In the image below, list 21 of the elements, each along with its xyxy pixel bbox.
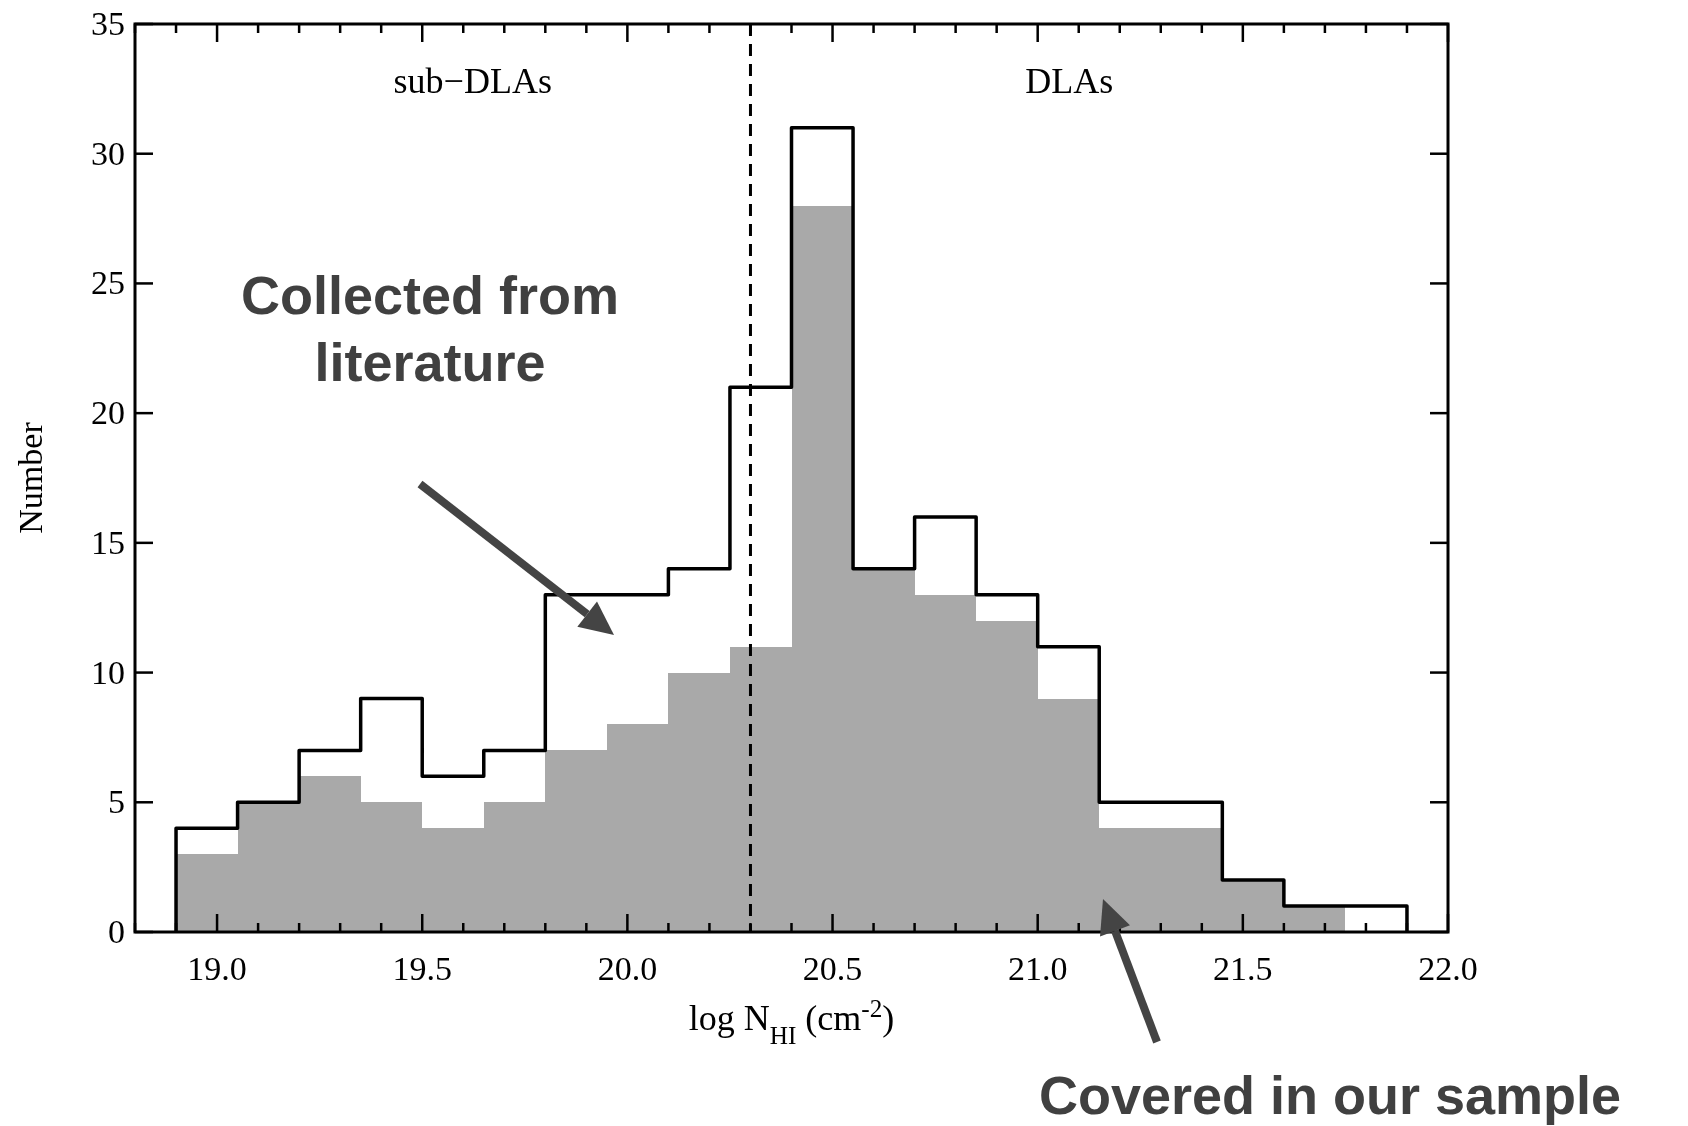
x-tick-label: 19.0	[187, 950, 247, 987]
y-tick-label: 25	[91, 264, 125, 302]
x-tick-label: 22.0	[1418, 950, 1478, 987]
y-tick-label: 0	[108, 913, 125, 950]
text: Covered in our sample	[1038, 1065, 1622, 1125]
x-tick-label: 20.5	[802, 950, 863, 987]
x-tick-label: 21.0	[1007, 950, 1068, 987]
y-tick-label: 30	[91, 134, 125, 172]
y-tick-label: 20	[91, 394, 125, 432]
x-tick-label: 20.0	[597, 950, 658, 987]
y-tick-label: 10	[91, 653, 125, 691]
y-tick-label: 35	[91, 5, 125, 42]
annotation: Collected from literature	[240, 265, 620, 392]
x-axis-title: log N$_{HI}$ (cm$^{-2}$)	[688, 994, 895, 1049]
x-tick-label: 19.5	[392, 950, 452, 987]
y-tick-label: 5	[108, 783, 125, 821]
y-axis-title: Number	[12, 421, 49, 534]
y-tick-label: 15	[91, 523, 125, 561]
annotation: DLAs	[1025, 61, 1114, 101]
annotation: sub−DLAs	[393, 61, 552, 101]
x-tick-label: 21.5	[1213, 950, 1273, 987]
